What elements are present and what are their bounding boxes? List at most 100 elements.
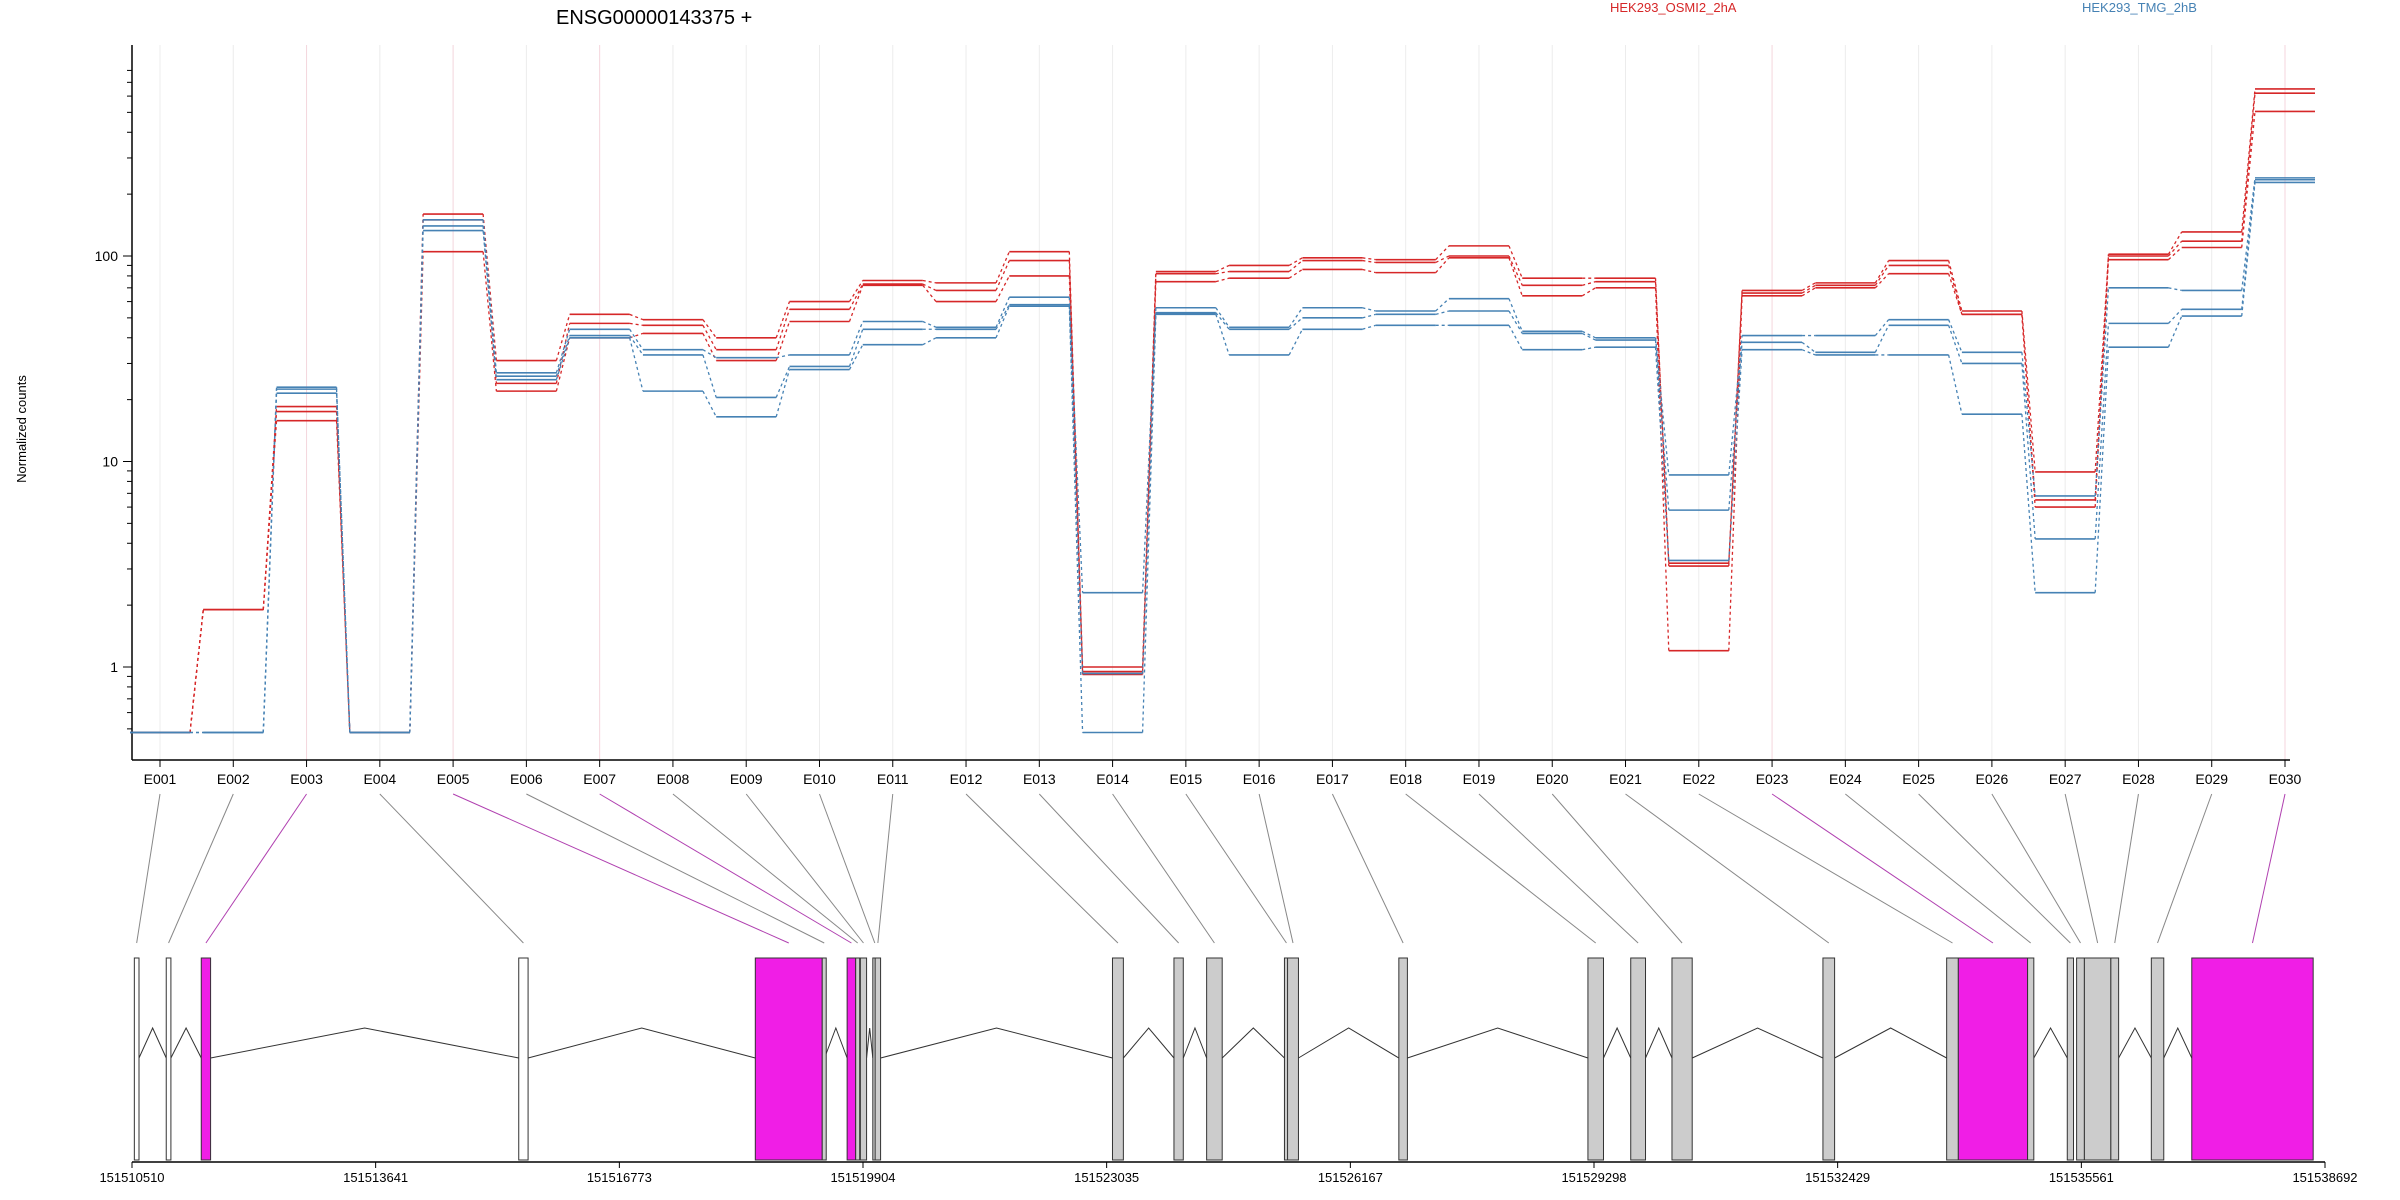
data-connector xyxy=(995,304,1010,330)
data-connector xyxy=(702,349,717,359)
data-connector xyxy=(1362,307,1376,312)
data-connector xyxy=(409,230,424,733)
data-connector xyxy=(1654,337,1670,476)
exon-connector xyxy=(2251,793,2286,944)
exon-connector xyxy=(965,793,1119,944)
y-tick-label: 100 xyxy=(95,248,119,264)
data-connector xyxy=(409,219,424,733)
intron-line xyxy=(210,1027,519,1059)
exon-box xyxy=(1398,957,1408,1161)
data-connector xyxy=(1728,335,1743,476)
exon-box xyxy=(165,957,172,1161)
intron-line xyxy=(1407,1027,1589,1059)
data-connector xyxy=(1068,297,1084,593)
data-connector xyxy=(1508,257,1523,297)
data-connector xyxy=(2094,259,2110,508)
data-connector xyxy=(1288,328,1303,356)
data-connector xyxy=(1362,313,1376,319)
exon-connector xyxy=(1331,793,1404,944)
series-4 xyxy=(130,178,2315,734)
genomic-tick-label: 151535561 xyxy=(2049,1170,2114,1185)
exon-box xyxy=(1111,957,1124,1161)
exon-connector xyxy=(1478,793,1639,944)
x-tick-label: E024 xyxy=(1829,771,1862,787)
y-axis-label: Normalized counts xyxy=(14,375,29,483)
exon-box xyxy=(133,957,140,1161)
x-tick-label: E011 xyxy=(877,771,909,787)
intron-line xyxy=(2118,1026,2152,1059)
data-connector xyxy=(555,323,571,384)
data-connector xyxy=(995,260,1010,291)
data-connector xyxy=(1948,319,1963,353)
exon-box xyxy=(2191,957,2314,1161)
y-tick-label: 10 xyxy=(102,454,118,470)
genomic-tick-label: 151513641 xyxy=(343,1170,408,1185)
exon-box xyxy=(1946,957,1959,1161)
data-connector xyxy=(2241,182,2256,317)
data-connector xyxy=(2021,414,2036,593)
data-connector xyxy=(1435,255,1450,264)
intron-line xyxy=(1298,1027,1400,1059)
data-connector xyxy=(1582,346,1596,351)
x-tick-label: E028 xyxy=(2122,771,2155,787)
x-tick-label: E008 xyxy=(657,771,690,787)
intron-line xyxy=(2033,1026,2068,1059)
data-connector xyxy=(482,251,498,392)
intron-line xyxy=(170,1026,202,1059)
data-connector xyxy=(1947,354,1963,415)
data-connector xyxy=(2021,314,2036,508)
data-connector xyxy=(1435,257,1450,274)
data-connector xyxy=(995,251,1010,284)
data-connector xyxy=(1801,341,1816,353)
exon-connector xyxy=(1112,793,1215,944)
data-connector xyxy=(775,321,791,361)
plot-area xyxy=(130,88,2315,734)
data-connector xyxy=(2094,255,2110,500)
data-connector xyxy=(1288,260,1303,273)
data-connector xyxy=(2241,177,2256,291)
intron-line xyxy=(866,1027,874,1059)
data-connector xyxy=(848,280,864,302)
exon-connector xyxy=(1918,793,2071,944)
exon-box xyxy=(2027,957,2035,1161)
data-connector xyxy=(2167,315,2183,348)
x-tick-label: E015 xyxy=(1170,771,1203,787)
exon-box xyxy=(1587,957,1604,1161)
data-connector xyxy=(2241,88,2256,232)
x-tick-label: E013 xyxy=(1023,771,1056,787)
data-connector xyxy=(629,332,644,339)
x-tick-label: E029 xyxy=(2195,771,2228,787)
grid xyxy=(159,45,2286,760)
x-tick-label: E010 xyxy=(803,771,836,787)
data-connector xyxy=(2094,347,2110,593)
genomic-tick-label: 151529298 xyxy=(1561,1170,1626,1185)
genomic-tick-label: 151523035 xyxy=(1074,1170,1139,1185)
data-connector xyxy=(1728,349,1743,561)
x-tick-label: E002 xyxy=(217,771,250,787)
data-connector xyxy=(189,609,204,733)
data-connector xyxy=(1874,319,1890,336)
data-connector xyxy=(1362,259,1376,264)
exon-connector xyxy=(1771,793,1994,944)
data-connector xyxy=(2168,287,2182,292)
genomic-tick-label: 151510510 xyxy=(99,1170,164,1185)
exon-box xyxy=(2076,957,2085,1161)
data-connector xyxy=(1288,257,1303,266)
exon-box xyxy=(1287,957,1299,1161)
x-tick-label: E017 xyxy=(1316,771,1349,787)
data-connector xyxy=(1948,325,1963,364)
exon-connector xyxy=(2114,793,2139,944)
data-connector xyxy=(1288,307,1303,328)
intron-line xyxy=(824,1026,848,1059)
intron-line xyxy=(527,1027,756,1059)
data-connector xyxy=(1362,324,1376,330)
genomic-tick-label: 151516773 xyxy=(587,1170,652,1185)
exon-box xyxy=(874,957,882,1161)
data-connector xyxy=(1508,310,1523,334)
exon-connector xyxy=(1258,793,1294,944)
data-connector xyxy=(995,305,1010,339)
data-connector xyxy=(1288,268,1303,279)
data-connector xyxy=(482,219,498,373)
data-connector xyxy=(1874,260,1890,284)
data-connector xyxy=(1508,245,1523,279)
